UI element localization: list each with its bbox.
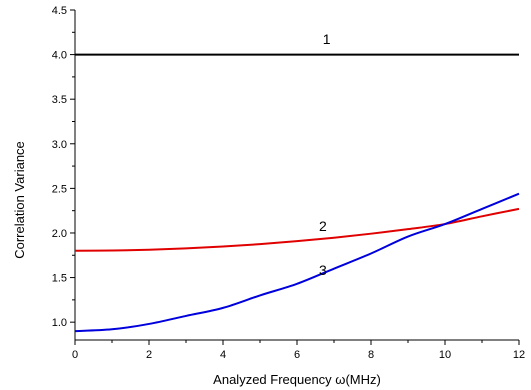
y-tick-label: 1.5	[52, 273, 67, 285]
series-layer	[74, 53, 520, 333]
curve-label-1: 1	[323, 31, 331, 47]
x-tick-label: 0	[72, 349, 78, 361]
x-tick-label: 2	[146, 349, 152, 361]
x-tick-label: 12	[513, 349, 525, 361]
y-axis-label: Correlation Variance	[12, 141, 27, 259]
series-line-3	[74, 192, 520, 333]
curve-labels: 1 2 3	[319, 31, 331, 278]
x-tick-label: 6	[294, 349, 300, 361]
x-tick-label: 8	[368, 349, 374, 361]
y-tick-label: 3.0	[52, 139, 67, 151]
y-axis-ticks: 1.0 1.5 2.0 2.5 3.0 3.5 4.0 4.5	[52, 5, 75, 329]
plot-area	[74, 10, 519, 341]
x-axis-ticks: 0 2 4 6 8 10 12	[72, 340, 525, 361]
y-tick-label: 2.0	[52, 228, 67, 240]
y-tick-label: 1.0	[52, 317, 67, 329]
curve-label-2: 2	[319, 218, 327, 234]
y-tick-label: 4.0	[52, 50, 67, 62]
y-tick-label: 3.5	[52, 94, 67, 106]
x-tick-label: 10	[439, 349, 451, 361]
curve-label-3: 3	[319, 262, 327, 278]
y-tick-label: 2.5	[52, 183, 67, 195]
x-tick-label: 4	[220, 349, 226, 361]
series-line-2	[74, 207, 520, 252]
y-tick-label: 4.5	[52, 5, 67, 17]
x-axis-label: Analyzed Frequency ω(MHz)	[213, 372, 381, 387]
